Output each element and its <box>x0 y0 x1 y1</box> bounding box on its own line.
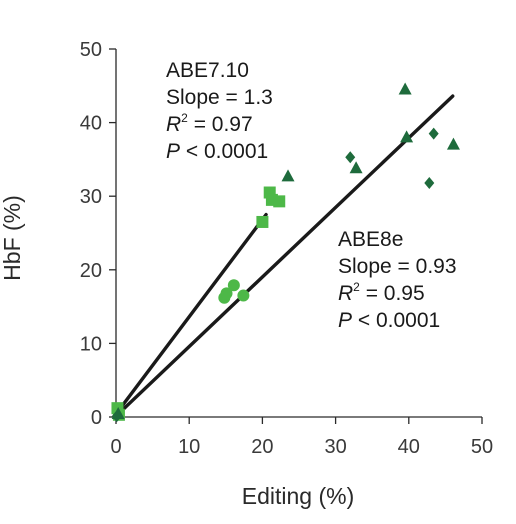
abe8e-r2-symbol: R <box>338 282 353 305</box>
circle-marker <box>220 287 233 300</box>
abe8e-annotation: ABE8e Slope = 0.93 R2 = 0.95 P < 0.0001 <box>338 228 457 332</box>
y-tick-label: 20 <box>80 260 102 282</box>
y-tick-label: 40 <box>80 113 102 135</box>
abe710-slope-label: Slope = 1.3 <box>166 86 273 109</box>
x-tick-label: 20 <box>251 436 273 458</box>
square-marker <box>273 195 286 208</box>
abe8e-p-symbol: P <box>338 309 352 332</box>
triangle-marker <box>400 130 414 143</box>
circle-marker <box>227 279 240 292</box>
abe710-p-value: < 0.0001 <box>180 140 268 163</box>
abe8e-r2-label: R2 = 0.95 <box>338 280 425 305</box>
diamond-marker <box>111 410 122 423</box>
regression-line <box>116 94 455 416</box>
y-axis-title: HbF (%) <box>0 195 25 281</box>
y-tick-label: 30 <box>80 186 102 208</box>
diamond-marker <box>345 151 356 164</box>
y-tick-label: 0 <box>91 407 102 429</box>
triangle-marker <box>349 161 363 174</box>
y-ticks: 0 10 20 30 40 50 <box>80 39 116 429</box>
x-axis-title: Editing (%) <box>242 483 354 509</box>
x-tick-label: 10 <box>178 436 200 458</box>
x-tick-label: 0 <box>110 436 121 458</box>
y-tick-label: 50 <box>80 39 102 61</box>
abe710-r2-value: = 0.97 <box>188 113 253 136</box>
x-tick-label: 50 <box>471 436 493 458</box>
abe710-r2-symbol: R <box>166 113 181 136</box>
regression-line <box>116 212 268 413</box>
abe710-p-symbol: P <box>166 140 180 163</box>
y-tick-label: 10 <box>80 333 102 355</box>
data-markers <box>111 82 460 423</box>
abe8e-p-value: < 0.0001 <box>352 309 440 332</box>
x-tick-label: 40 <box>398 436 420 458</box>
abe710-series-label: ABE7.10 <box>166 59 249 82</box>
diamond-marker <box>428 127 439 140</box>
abe8e-r2-superscript: 2 <box>353 280 360 294</box>
square-marker <box>256 215 269 228</box>
triangle-marker <box>446 137 460 150</box>
abe710-r2-label: R2 = 0.97 <box>166 111 253 136</box>
abe710-annotation: ABE7.10 Slope = 1.3 R2 = 0.97 P < 0.0001 <box>166 59 273 163</box>
x-ticks: 0 10 20 30 40 50 <box>110 417 493 458</box>
abe8e-slope-label: Slope = 0.93 <box>338 255 457 278</box>
abe8e-series-label: ABE8e <box>338 228 403 251</box>
x-tick-label: 30 <box>324 436 346 458</box>
abe710-r2-superscript: 2 <box>181 111 188 125</box>
triangle-marker <box>398 82 412 95</box>
abe710-p-label: P < 0.0001 <box>166 140 268 163</box>
abe8e-r2-value: = 0.95 <box>360 282 425 305</box>
axes: 0 10 20 30 40 50 0 10 20 30 40 50 <box>80 39 493 458</box>
diamond-marker <box>424 176 435 189</box>
fit-lines <box>116 94 455 416</box>
abe8e-p-label: P < 0.0001 <box>338 309 440 332</box>
triangle-marker <box>281 169 295 182</box>
circle-marker <box>237 289 250 302</box>
